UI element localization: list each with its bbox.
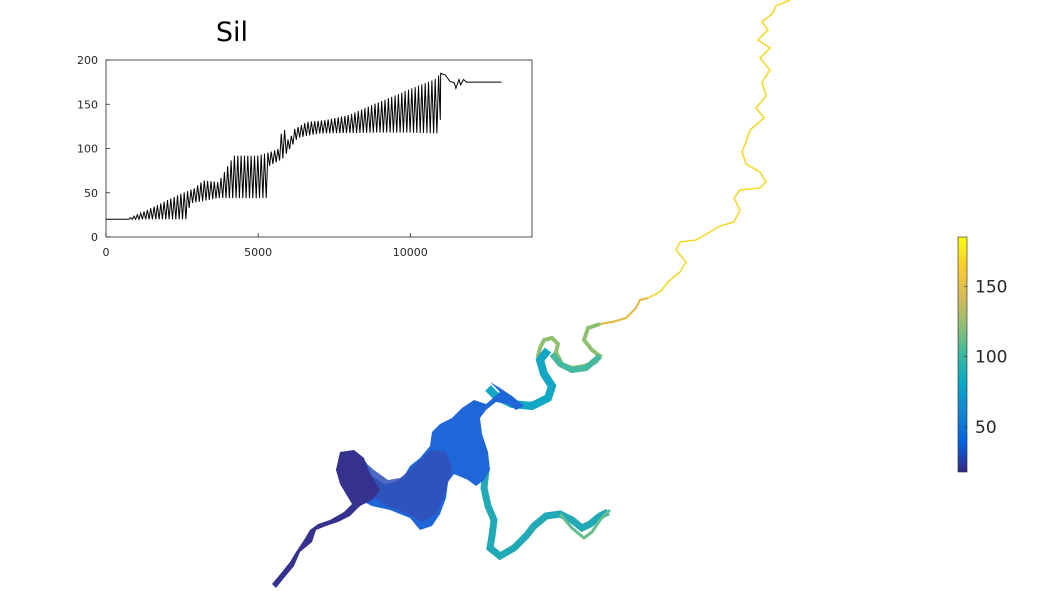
axis-ticks: 0 5000 10000 0 50 100 150 200	[77, 54, 428, 259]
series-line	[106, 72, 502, 221]
river-right-arm	[480, 469, 610, 561]
river-upper-segment	[647, 0, 791, 299]
x-tick-label: 10000	[393, 246, 428, 259]
y-tick-label: 0	[91, 231, 98, 244]
river-right-arm-tail	[558, 508, 612, 540]
inset-chart: Sil 0 5000 10000 0 50 100 150 200	[77, 17, 533, 259]
y-tick-label: 150	[77, 98, 98, 111]
y-tick-label: 100	[77, 143, 98, 156]
y-tick-label: 50	[84, 187, 98, 200]
river-upper-mid-segment	[599, 296, 649, 326]
reservoir-map	[272, 0, 791, 588]
x-tick-label: 5000	[244, 246, 272, 259]
colorbar-tick-label: 100	[975, 348, 1007, 368]
colorbar: 50 100 150	[957, 236, 1007, 473]
reservoir-west-arm	[272, 450, 380, 588]
colorbar-gradient	[957, 236, 968, 473]
y-tick-label: 200	[77, 54, 98, 67]
colorbar-tick-label: 50	[975, 418, 997, 438]
x-tick-label: 0	[103, 246, 110, 259]
colorbar-tick-label: 150	[975, 277, 1007, 297]
reservoir-inner-dark	[350, 450, 452, 522]
series-layer	[106, 72, 502, 221]
chart-title: Sil	[216, 17, 248, 48]
river-loop	[549, 352, 602, 374]
